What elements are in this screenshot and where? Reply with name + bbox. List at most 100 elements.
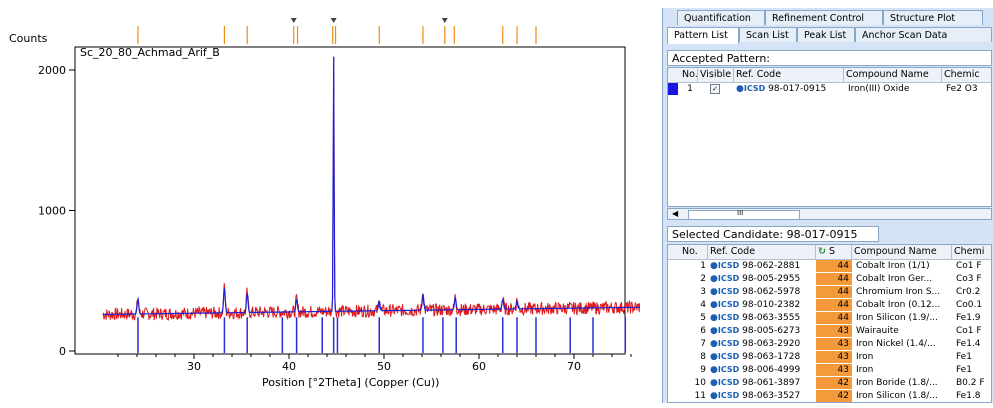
compound-name: Wairauite: [856, 326, 899, 336]
x-tick-label: 70: [567, 360, 581, 373]
accepted-horizontal-scrollbar[interactable]: ◀ III: [667, 208, 992, 220]
chemical-formula: Fe1.4: [956, 339, 981, 349]
tab-pattern-list[interactable]: Pattern List: [667, 27, 739, 44]
selected-candidate-title: Selected Candidate: 98-017-0915: [667, 226, 879, 242]
ref-code-cell: ●ICSD 98-005-6273: [708, 325, 816, 337]
source-label: ICSD: [717, 287, 740, 296]
marker-arrow-icon: [290, 18, 297, 23]
candidate-grid-header: No. Ref. Code ↻ S Compound Name Chemi: [668, 245, 991, 260]
ref-code-value: 98-005-6273: [742, 326, 801, 336]
compound-name: Iron Boride (1.8/...: [856, 378, 938, 388]
col-chemical-formula[interactable]: Chemic: [942, 68, 991, 82]
tab-anchor-scan-data[interactable]: Anchor Scan Data: [855, 27, 992, 42]
chemical-formula: Fe1: [956, 365, 972, 375]
diffraction-plot-svg: Counts Sc_20_80_Achmad_Arif_B 010002000 …: [9, 18, 670, 389]
candidate-row[interactable]: 5 ●ICSD 98-063-3555 44 Iron Silicon (1.9/..…: [668, 312, 991, 324]
col-chemical-formula[interactable]: Chemi: [952, 245, 991, 259]
icsd-source-icon: ●: [710, 352, 718, 362]
row-no: 8: [700, 352, 706, 362]
candidate-row[interactable]: 7 ●ICSD 98-063-2920 43 Iron Nickel (1.4/...…: [668, 338, 991, 350]
col-compound-name[interactable]: Compound Name: [852, 245, 952, 259]
col-ref-code[interactable]: Ref. Code: [708, 245, 816, 259]
compound-name: Iron Silicon (1.9/...: [856, 313, 938, 323]
icsd-source-icon: ●: [710, 339, 718, 349]
candidate-row[interactable]: 3 ●ICSD 98-062-5978 44 Chromium Iron S... Cr…: [668, 286, 991, 298]
visible-checkbox[interactable]: ✓: [708, 83, 722, 95]
x-tick-label: 30: [187, 360, 201, 373]
col-ref-code[interactable]: Ref. Code: [734, 68, 844, 82]
row-no: 6: [700, 326, 706, 336]
diffraction-plot[interactable]: Counts Sc_20_80_Achmad_Arif_B 0 1000 2000 …: [0, 0, 670, 403]
tab-quantification[interactable]: Quantification: [677, 10, 765, 25]
ref-code-cell: ●ICSD 98-006-4999: [708, 364, 816, 376]
col-compound-name[interactable]: Compound Name: [844, 68, 942, 82]
source-label: ICSD: [717, 313, 740, 322]
ref-code-value: 98-063-3527: [742, 391, 801, 401]
candidate-row[interactable]: 1 ●ICSD 98-062-2881 44 Cobalt Iron (1/1) Co1…: [668, 260, 991, 272]
source-label: ICSD: [717, 391, 740, 400]
source-label: ICSD: [717, 378, 740, 387]
source-label: ICSD: [717, 326, 740, 335]
x-ticks: 30 40 50 60 70: [117, 354, 670, 373]
icsd-source-icon: ●: [710, 274, 718, 284]
ref-code-cell: ●ICSD 98-063-3527: [708, 390, 816, 402]
pattern-list-panel: Quantification Refinement Control Struct…: [662, 8, 993, 403]
col-visible[interactable]: Visible: [698, 68, 734, 82]
ref-code-value: 98-061-3897: [742, 378, 801, 388]
accepted-pattern-grid: No. Visible Ref. Code Compound Name Chem…: [667, 67, 992, 207]
row-no: 7: [700, 339, 706, 349]
chemical-formula: Co1 F: [956, 326, 982, 336]
tab-refinement-control[interactable]: Refinement Control: [765, 10, 883, 25]
scroll-grip: III: [737, 209, 744, 217]
icsd-source-icon: ●: [710, 261, 718, 271]
icsd-source-icon: ●: [710, 313, 718, 323]
tab-row-top: Quantification Refinement Control Struct…: [677, 10, 983, 27]
chemical-formula: Co3 F: [956, 274, 982, 284]
col-no[interactable]: No.: [682, 68, 698, 82]
compound-name: Iron Silicon (1.8/...: [856, 391, 938, 401]
candidate-row[interactable]: 9 ●ICSD 98-006-4999 43 Iron Fe1: [668, 364, 991, 376]
score-value: 44: [816, 260, 852, 272]
scroll-thumb[interactable]: III: [688, 209, 800, 220]
candidate-row[interactable]: 6 ●ICSD 98-005-6273 43 Wairauite Co1 F: [668, 325, 991, 337]
chemical-formula: Fe1.9: [956, 313, 981, 323]
ref-code-value: 98-005-2955: [742, 274, 801, 284]
tab-scan-list[interactable]: Scan List: [739, 27, 797, 42]
icsd-source-icon: ●: [710, 378, 718, 388]
source-label: ICSD: [717, 274, 740, 283]
source-label: ICSD: [717, 365, 740, 374]
col-score[interactable]: ↻ S: [816, 245, 852, 259]
ref-code-cell: ●ICSD 98-061-3897: [708, 377, 816, 389]
accepted-pattern-title: Accepted Pattern:: [667, 50, 992, 66]
tab-peak-list[interactable]: Peak List: [797, 27, 855, 42]
score-value: 43: [816, 325, 852, 337]
x-tick-label: 50: [377, 360, 391, 373]
candidate-row[interactable]: 2 ●ICSD 98-005-2955 44 Cobalt Iron Ger... Co…: [668, 273, 991, 285]
tab-row-bottom: Pattern List Scan List Peak List Anchor …: [667, 27, 992, 44]
candidate-row[interactable]: 4 ●ICSD 98-010-2382 44 Cobalt Iron (0.12...…: [668, 299, 991, 311]
candidate-row[interactable]: 8 ●ICSD 98-063-1728 43 Iron Fe1: [668, 351, 991, 363]
score-value: 44: [816, 286, 852, 298]
score-value: 44: [816, 299, 852, 311]
chemical-formula: Co1 F: [956, 261, 982, 271]
ref-code-value: 98-006-4999: [742, 365, 801, 375]
scroll-left-icon[interactable]: ◀: [672, 209, 679, 218]
accepted-row[interactable]: 1 ✓ ●ICSD 98-017-0915 Iron(III) Oxide Fe…: [668, 83, 991, 95]
candidate-row[interactable]: 10 ●ICSD 98-061-3897 42 Iron Boride (1.8/..…: [668, 377, 991, 389]
col-no[interactable]: No.: [680, 245, 708, 259]
row-no: 3: [700, 287, 706, 297]
ref-code-value: 98-010-2382: [742, 300, 801, 310]
calculated-profile: [102, 56, 665, 315]
icsd-source-icon: ●: [710, 300, 718, 310]
ref-code-cell: ●ICSD 98-063-1728: [708, 351, 816, 363]
row-no: 1: [700, 261, 706, 271]
candidate-row[interactable]: 11 ●ICSD 98-063-3527 42 Iron Silicon (1.8/.…: [668, 390, 991, 402]
chemical-formula: Fe1.8: [956, 391, 981, 401]
tab-structure-plot[interactable]: Structure Plot: [883, 10, 983, 25]
chemical-formula: Fe1: [956, 352, 972, 362]
y-tick-label: 2000: [38, 64, 66, 77]
ref-code-cell: ●ICSD 98-062-5978: [708, 286, 816, 298]
score-value: 44: [816, 273, 852, 285]
ref-code-cell: ●ICSD 98-017-0915: [734, 83, 844, 95]
icsd-source-icon: ●: [710, 287, 718, 297]
